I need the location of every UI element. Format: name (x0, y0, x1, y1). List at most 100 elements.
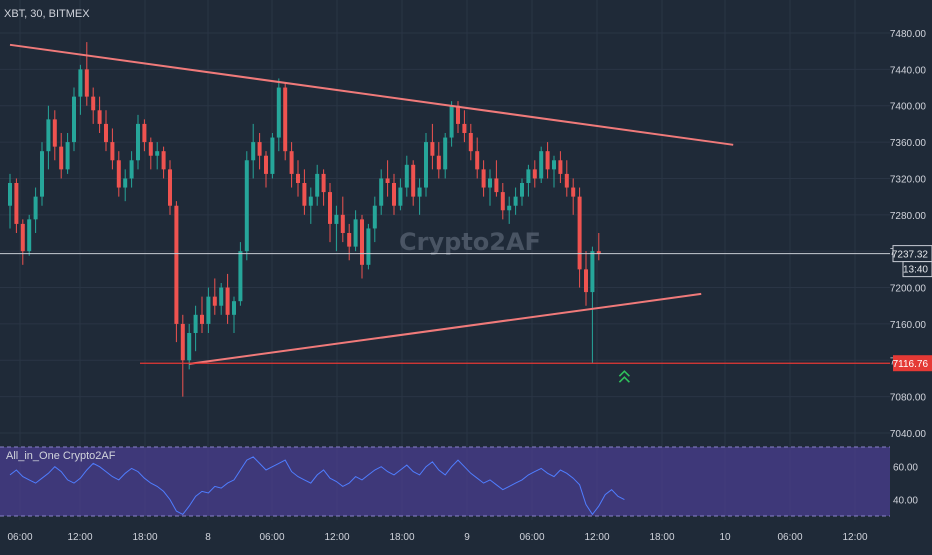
time-tick-label: 06:00 (259, 532, 284, 543)
price-tick-label: 7480.00 (890, 29, 927, 40)
time-tick-label: 12:00 (324, 532, 349, 543)
candle-up (33, 196, 38, 220)
watermark: Crypto2AF (399, 228, 541, 256)
candle-up (443, 137, 448, 170)
candle-down (411, 164, 416, 197)
candle-down (84, 69, 89, 97)
symbol-label[interactable]: XBT, 30, BITMEX (4, 8, 90, 20)
candle-down (475, 151, 480, 170)
time-tick-label: 06:00 (777, 532, 802, 543)
candle-down (257, 142, 262, 156)
candle-down (347, 233, 352, 247)
grid-lines (0, 0, 890, 520)
candle-down (200, 314, 204, 324)
time-tick-label: 06:00 (519, 532, 544, 543)
candle-down (116, 160, 121, 188)
indicator-tick-label: 60.00 (893, 463, 918, 474)
time-tick-label: 12:00 (67, 532, 92, 543)
candle-up (232, 301, 236, 315)
time-tick-label: 18:00 (649, 532, 674, 543)
candle-up (308, 196, 313, 206)
candle-up (366, 228, 371, 265)
candle-down (392, 183, 396, 206)
candle-down (110, 142, 115, 161)
trendline-lower (189, 292, 702, 365)
candle-down (174, 205, 179, 324)
candle-down (584, 269, 588, 293)
candle-down (148, 142, 153, 156)
candle-down (321, 173, 326, 193)
candle-up (520, 183, 524, 197)
price-tick-label: 7320.00 (890, 174, 927, 185)
candle-up (507, 205, 512, 211)
price-candles[interactable] (8, 42, 601, 397)
candle-down (571, 187, 576, 197)
time-tick-label: 10 (719, 532, 731, 543)
candle-up (238, 251, 243, 302)
candle-up (404, 164, 409, 188)
indicator-title[interactable]: All_in_One Crypto2AF (6, 450, 116, 462)
candle-down (558, 160, 563, 174)
price-tick-label: 7280.00 (890, 211, 927, 222)
candle-down (168, 169, 172, 206)
candle-down (481, 169, 486, 188)
buy-signal-arrow (618, 376, 630, 383)
candle-down (52, 119, 57, 147)
candle-up (129, 160, 134, 179)
candle-up (251, 142, 256, 161)
candle-down (328, 192, 332, 224)
candle-down (97, 110, 102, 124)
candle-up (353, 219, 358, 247)
candle-down (564, 173, 569, 188)
support-price-label: 7116.76 (893, 359, 929, 370)
candle-up (526, 169, 531, 183)
candle-up (398, 187, 403, 206)
drawing-lines[interactable] (0, 43, 890, 383)
time-tick-label: 12:00 (584, 532, 609, 543)
candle-down (596, 251, 601, 254)
time-tick-label: 06:00 (7, 532, 32, 543)
candle-up (449, 105, 454, 138)
price-tick-label: 7440.00 (890, 65, 927, 76)
candle-up (155, 151, 160, 156)
candle-up (40, 151, 44, 197)
candle-up (46, 119, 51, 152)
price-tick-label: 7080.00 (890, 393, 927, 404)
candle-up (193, 314, 198, 333)
price-tick-label: 7360.00 (890, 138, 927, 149)
candle-down (296, 173, 300, 183)
trendline-upper (9, 43, 734, 146)
candle-down (104, 123, 108, 143)
candle-down (462, 123, 467, 133)
candle-up (206, 296, 211, 324)
candle-down (20, 223, 25, 252)
price-tick-label: 7160.00 (890, 320, 927, 331)
candle-up (513, 196, 518, 206)
candle-down (59, 146, 64, 170)
candle-up (424, 142, 428, 188)
price-axis[interactable]: 7480.00 7440.00 7400.00 7360.00 7320.00 7280.… (890, 29, 932, 440)
candle-down (385, 178, 390, 183)
candle-up (276, 87, 281, 138)
candle-up (72, 96, 76, 143)
candle-up (379, 178, 384, 206)
candle-up (8, 183, 12, 206)
time-axis[interactable]: 06:00 12:00 18:00 8 06:00 12:00 18:00 9 06:00 12:… (7, 532, 867, 543)
candle-down (340, 214, 345, 233)
candle-up (244, 160, 249, 252)
candle-down (577, 196, 582, 270)
candle-down (212, 296, 217, 306)
candle-up (187, 333, 192, 361)
candle-down (532, 169, 537, 179)
indicator-line (9, 456, 625, 516)
candle-up (315, 173, 320, 197)
candle-down (430, 142, 435, 156)
indicator-tick-label: 40.00 (893, 496, 918, 507)
indicator-pane[interactable]: 60.00 40.00 (0, 446, 918, 517)
candle-down (161, 151, 166, 170)
candle-up (334, 214, 339, 224)
countdown-tag (902, 261, 932, 278)
candle-down (142, 123, 147, 143)
